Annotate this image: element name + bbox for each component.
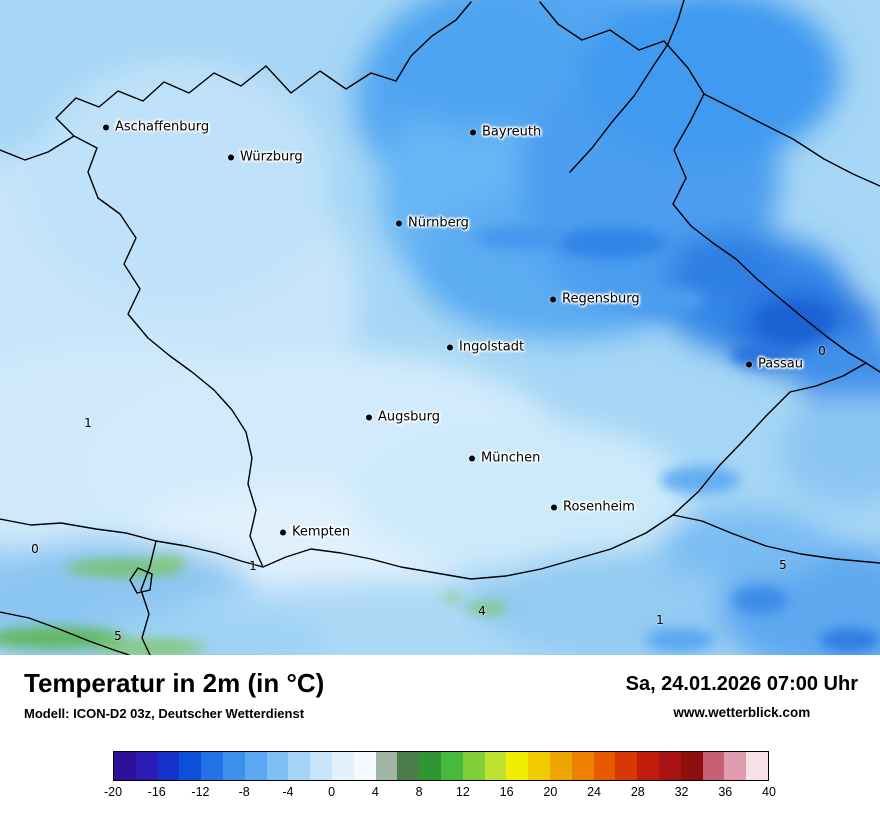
legend-segment [135,752,158,780]
legend-segment [353,752,376,780]
temperature-map [0,0,880,655]
legend-tick-label: 0 [328,785,336,799]
legend-segment [310,752,332,780]
footer-right: Sa, 24.01.2026 07:00 Uhr www.wetterblick… [626,668,858,720]
legend-tick-label: 24 [587,785,602,799]
legend-segment [549,752,572,780]
legend-segment [506,752,529,780]
map-field-detail [0,226,880,655]
legend-tick-label: -4 [282,785,294,799]
legend-segment [244,752,267,780]
legend-segment [462,752,485,780]
website-url: www.wetterblick.com [673,705,811,720]
legend-segment [680,752,703,780]
legend-segment [157,752,180,780]
legend-segment [375,752,398,780]
legend-tick-label: 12 [455,785,470,799]
legend-tick-label: -8 [238,785,250,799]
legend-tick-label: 8 [415,785,423,799]
legend-tick-label: -12 [191,785,210,799]
legend-segment [419,752,441,780]
legend-segment [571,752,594,780]
legend-segment [615,752,638,780]
footer-header: Temperatur in 2m (in °C) Modell: ICON-D2… [24,668,858,721]
legend-tick-label: 32 [674,785,689,799]
map-field [0,0,880,655]
legend-segment [658,752,681,780]
legend-segment [288,752,311,780]
model-info: Modell: ICON-D2 03z, Deutscher Wetterdie… [24,706,305,721]
map-borders [0,0,880,655]
legend-tick-label: 36 [718,785,733,799]
forecast-datetime: Sa, 24.01.2026 07:00 Uhr [625,673,858,695]
footer: Temperatur in 2m (in °C) Modell: ICON-D2… [0,655,880,830]
legend-segment [528,752,550,780]
legend-tick-label: -20 [103,785,123,799]
legend-tick-label: 40 [762,785,776,799]
legend-segment [266,752,289,780]
legend-segment [637,752,659,780]
legend-segment [179,752,202,780]
legend-segment [702,752,725,780]
legend-segment [222,752,245,780]
legend-segment [331,752,354,780]
legend-ticks: -20 -16 -12 -8 -4 0 4 8 12 16 20 24 28 32 36 40 [104,785,776,803]
legend-tick-label: 16 [499,785,514,799]
legend-segment [746,752,768,780]
legend-segment [201,752,223,780]
legend-tick-label: -16 [147,785,166,799]
legend-segment [593,752,616,780]
legend-tick-label: 20 [543,785,558,799]
legend-segment [484,752,507,780]
legend-segment [440,752,463,780]
legend-colorbar [113,751,769,781]
legend-tick-label: 4 [371,785,379,799]
legend-segment [114,752,136,780]
footer-left: Temperatur in 2m (in °C) Modell: ICON-D2… [24,668,324,721]
page-title: Temperatur in 2m (in °C) [24,668,325,698]
legend-segment [397,752,420,780]
legend-segment [724,752,747,780]
legend-tick-label: 28 [630,785,645,799]
legend: -20 -16 -12 -8 -4 0 4 8 12 16 20 24 28 32 36 40 [104,751,776,803]
